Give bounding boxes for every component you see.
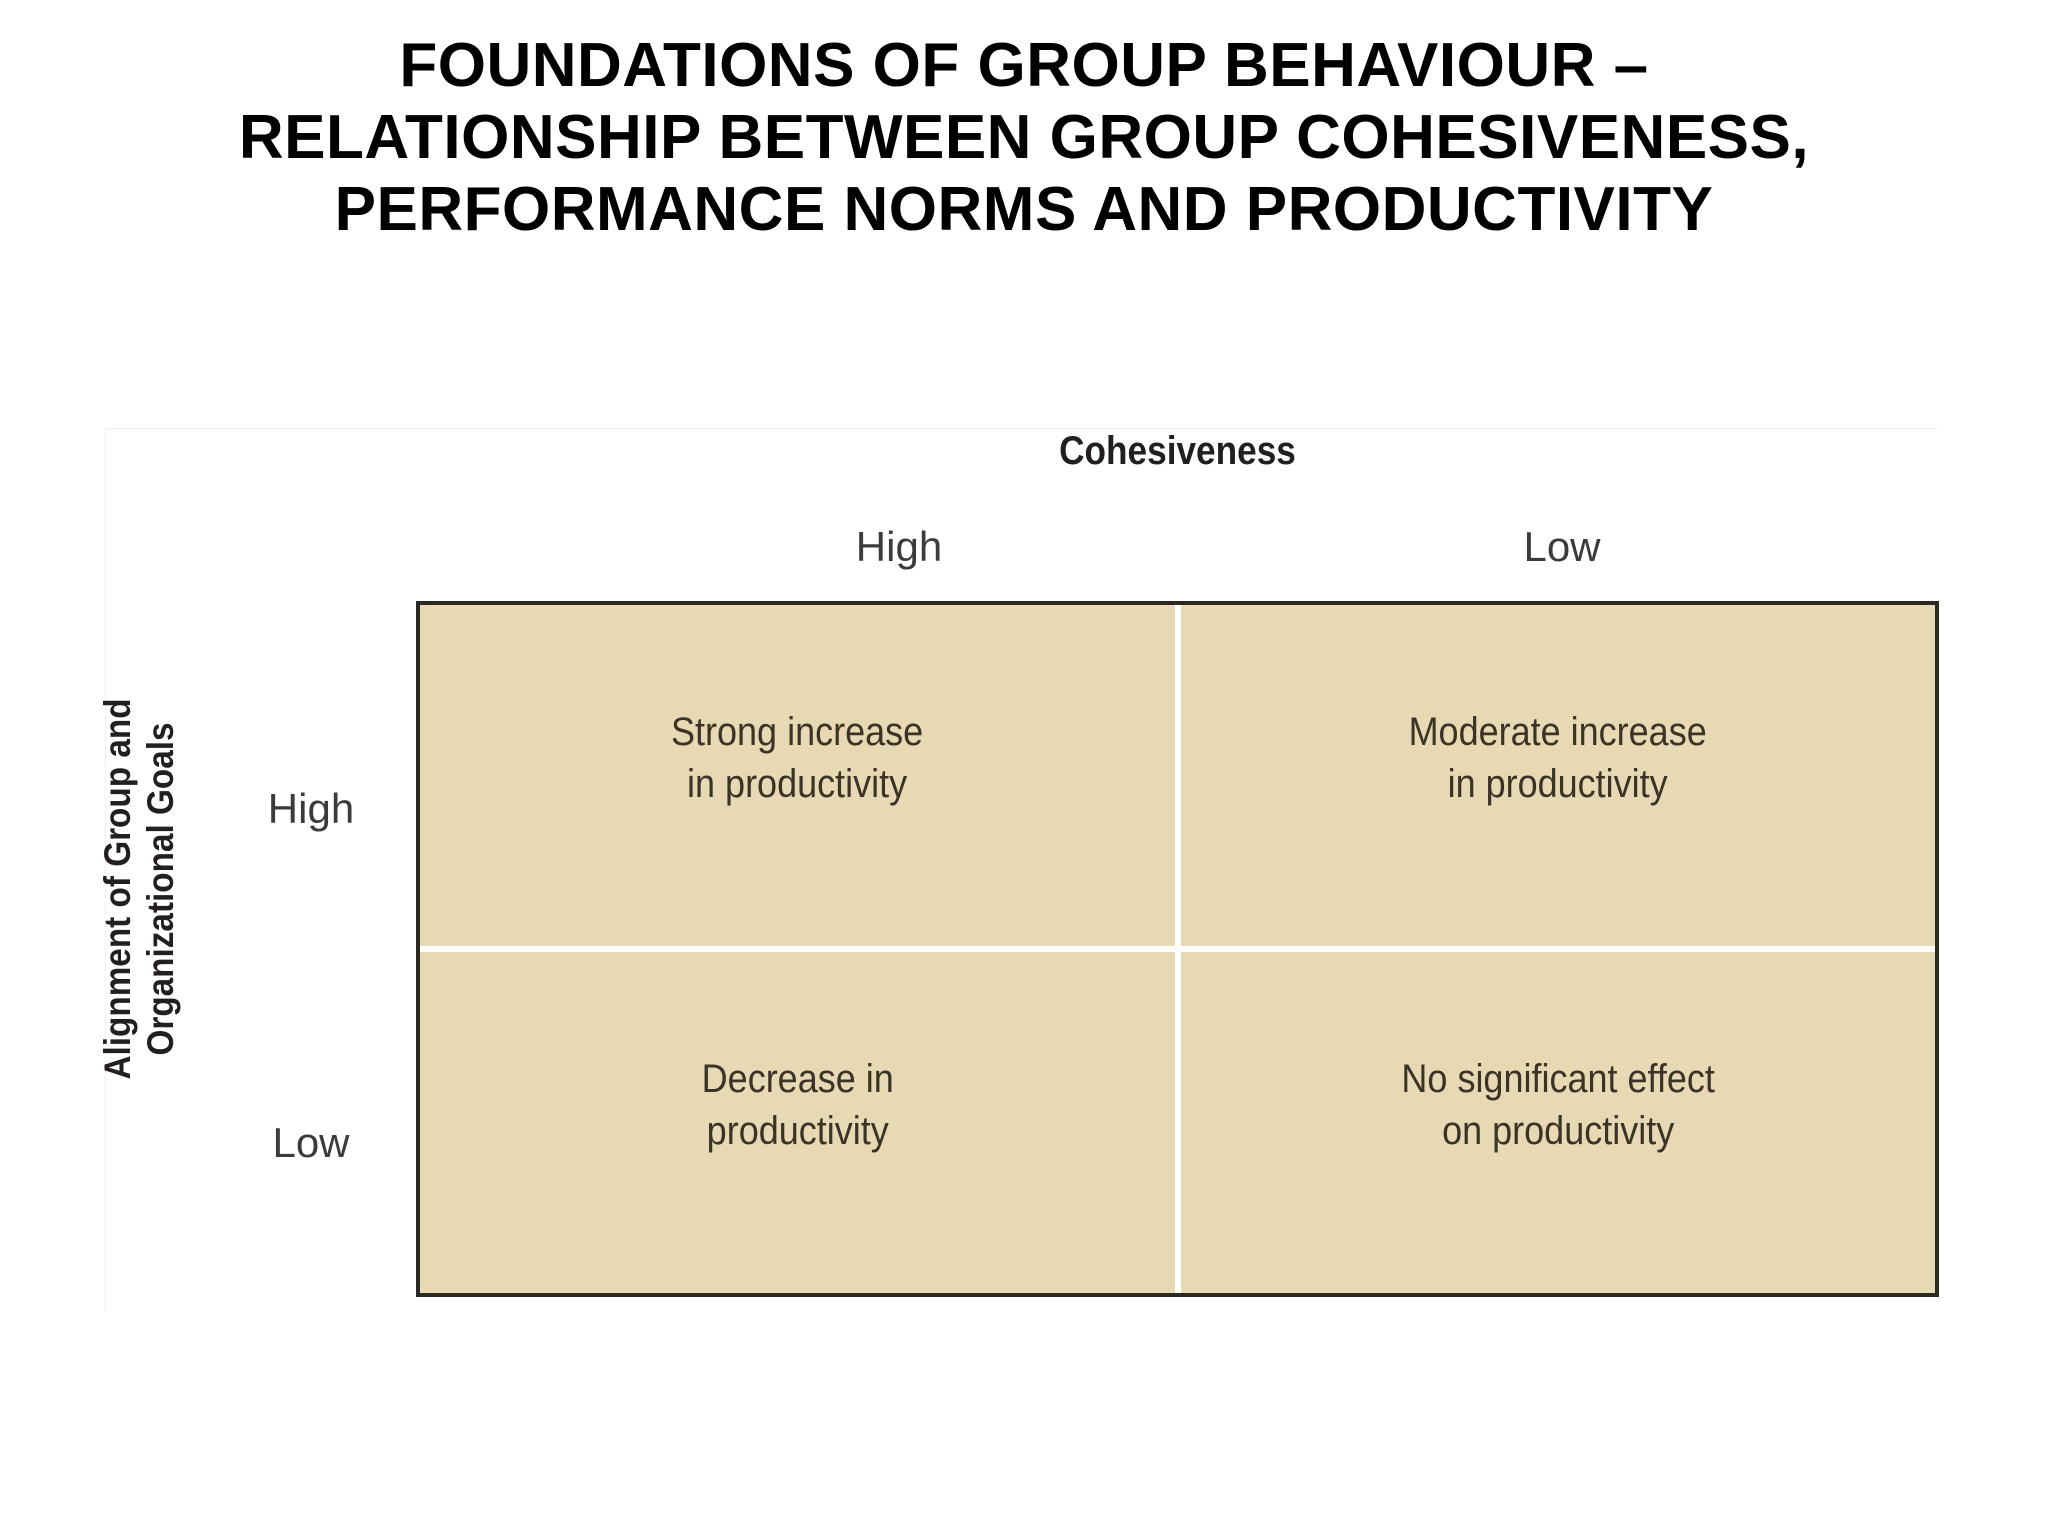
matrix-vertical-divider-bottom	[1174, 952, 1181, 1293]
matrix-cell-high-low-text: Moderate increase in productivity	[1392, 706, 1723, 846]
row-axis-title-line-1: Alignment of Group and	[97, 698, 138, 1080]
matrix-cell-low-low-text: No significant effect on productivity	[1384, 1053, 1732, 1193]
matrix-cell-high-high-line-2: in productivity	[687, 761, 908, 806]
cohesiveness-matrix-figure: Cohesiveness High Low Alignment of Group…	[97, 428, 1939, 1312]
page-title-line-1: FOUNDATIONS OF GROUP BEHAVIOUR –	[399, 31, 1649, 100]
matrix-horizontal-divider-right	[1180, 946, 1935, 952]
column-axis-title: Cohesiveness	[1059, 429, 1296, 473]
column-label-low: Low	[1523, 523, 1601, 570]
quadrant-matrix: Strong increase in productivity Moderate…	[416, 601, 1939, 1297]
row-axis-title: Alignment of Group and Organizational Go…	[96, 509, 216, 1269]
matrix-cell-high-low-line-1: Moderate increase	[1408, 709, 1707, 754]
matrix-vertical-divider-top	[1174, 605, 1181, 946]
matrix-cell-low-high-text: Decrease in productivity	[691, 1053, 904, 1193]
matrix-cell-high-high-line-1: Strong increase	[671, 709, 924, 754]
matrix-cell-low-high-line-2: productivity	[706, 1108, 889, 1153]
page-title-line-3: PERFORMANCE NORMS AND PRODUCTIVITY	[334, 175, 1714, 244]
matrix-cell-high-low-line-2: in productivity	[1447, 761, 1668, 806]
matrix-cell-high-high-text: Strong increase in productivity	[657, 706, 937, 846]
row-label-high: High	[267, 785, 355, 832]
matrix-cell-low-high: Decrease in productivity	[420, 952, 1175, 1293]
matrix-cell-low-low-line-2: on productivity	[1441, 1108, 1674, 1153]
matrix-cell-high-high: Strong increase in productivity	[420, 605, 1175, 946]
row-axis-title-line-2: Organizational Goals	[140, 722, 181, 1056]
matrix-cell-low-low: No significant effect on productivity	[1180, 952, 1935, 1293]
row-label-low: Low	[272, 1119, 350, 1166]
page-title-line-2: RELATIONSHIP BETWEEN GROUP COHESIVENESS,	[238, 103, 1810, 172]
matrix-cell-low-high-line-1: Decrease in	[701, 1056, 894, 1101]
page-title: FOUNDATIONS OF GROUP BEHAVIOUR – RELATIO…	[0, 30, 2048, 246]
matrix-cell-low-low-line-1: No significant effect	[1400, 1056, 1715, 1101]
matrix-horizontal-divider-left	[420, 946, 1175, 952]
matrix-cell-high-low: Moderate increase in productivity	[1180, 605, 1935, 946]
column-label-high: High	[855, 523, 943, 570]
matrix-divider-center	[1174, 946, 1181, 952]
